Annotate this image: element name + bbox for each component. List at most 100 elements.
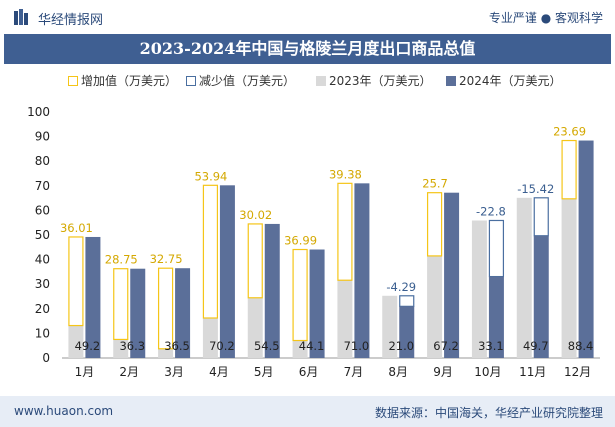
bar-2024	[85, 236, 101, 358]
x-tick-label: 7月	[344, 365, 364, 379]
increase-label: 39.38	[329, 167, 362, 181]
legend-swatch-2024	[446, 76, 456, 86]
value-label-2024: 49.7	[523, 339, 549, 353]
y-tick-label: 70	[35, 179, 50, 193]
value-label-2024: 36.5	[164, 339, 190, 353]
y-tick-label: 40	[35, 253, 50, 267]
x-tick-label: 4月	[209, 365, 229, 379]
increase-label: 25.7	[422, 177, 448, 191]
bar-increase	[68, 236, 84, 327]
y-tick-label: 60	[35, 203, 50, 217]
value-label-2024: 21.0	[388, 339, 414, 353]
legend-swatch-decrease	[186, 76, 196, 86]
legend-item-2023: 2023年（万美元）	[316, 72, 432, 89]
legend-label-2024: 2024年（万美元）	[459, 74, 562, 88]
bar-increase	[202, 184, 219, 319]
decrease-label: -4.29	[386, 280, 416, 294]
bar-decrease	[488, 219, 505, 278]
legend-item-increase: 增加值（万美元）	[68, 72, 177, 89]
top-bar: 华经情报网 专业严谨 ● 客观科学	[0, 0, 615, 34]
x-tick-label: 1月	[75, 365, 95, 379]
logo-icon	[14, 9, 28, 25]
y-tick-label: 30	[35, 277, 50, 291]
footer: www.huaon.com 数据来源：中国海关，华经产业研究院整理	[0, 396, 615, 427]
bar-2023	[292, 340, 308, 358]
value-label-2024: 36.3	[119, 339, 145, 353]
y-tick-label: 10	[35, 326, 50, 340]
increase-label: 32.75	[150, 252, 183, 266]
bar-increase	[157, 267, 174, 350]
legend-label-decrease: 减少值（万美元）	[199, 74, 296, 88]
footer-url[interactable]: www.huaon.com	[14, 404, 114, 418]
y-tick-label: 0	[42, 351, 50, 365]
x-tick-label: 5月	[254, 365, 274, 379]
increase-label: 30.02	[239, 208, 272, 222]
bar-2023	[158, 348, 174, 358]
bar-2024	[175, 268, 191, 358]
bar-decrease	[533, 197, 549, 237]
bar-2023	[471, 220, 487, 358]
x-tick-label: 9月	[433, 365, 453, 379]
legend-swatch-2023	[316, 76, 326, 86]
bar-2023	[427, 255, 443, 358]
legend-item-decrease: 减少值（万美元）	[186, 72, 295, 89]
bar-2023	[561, 198, 577, 358]
y-tick-label: 100	[27, 105, 50, 119]
value-label-2024: 44.1	[299, 339, 325, 353]
value-label-2024: 49.2	[75, 339, 101, 353]
legend-item-2024: 2024年（万美元）	[446, 72, 562, 89]
bar-2024	[399, 306, 415, 358]
bar-2024	[354, 183, 370, 358]
y-tick-label: 80	[35, 154, 50, 168]
y-tick-label: 20	[35, 302, 50, 316]
increase-label: 36.99	[284, 234, 317, 248]
bar-increase	[426, 192, 443, 257]
x-tick-label: 11月	[519, 365, 546, 379]
legend-swatch-increase	[68, 76, 78, 86]
bar-2024	[130, 268, 146, 358]
x-tick-label: 6月	[299, 365, 319, 379]
value-label-2024: 54.5	[254, 339, 280, 353]
y-tick-label: 50	[35, 228, 50, 242]
bar-2024	[488, 276, 504, 358]
increase-label: 28.75	[105, 253, 138, 267]
value-label-2024: 67.2	[433, 339, 459, 353]
x-tick-label: 3月	[164, 365, 184, 379]
x-tick-label: 8月	[388, 365, 408, 379]
legend-label-increase: 增加值（万美元）	[81, 74, 178, 88]
decrease-label: -22.8	[476, 204, 506, 218]
bar-increase	[337, 182, 353, 281]
x-tick-label: 2月	[119, 365, 139, 379]
legend-label-2023: 2023年（万美元）	[329, 74, 432, 88]
bar-increase	[247, 223, 263, 299]
value-label-2024: 88.4	[568, 339, 594, 353]
bar-2023	[68, 325, 84, 358]
increase-label: 53.94	[194, 169, 227, 183]
legend: 增加值（万美元） 减少值（万美元） 2023年（万美元） 2024年（万美元）	[0, 72, 615, 92]
bar-2024	[219, 185, 235, 358]
bar-2023	[113, 339, 129, 358]
y-tick-label: 90	[35, 130, 50, 144]
bar-2023	[202, 318, 218, 358]
increase-label: 36.01	[60, 221, 93, 235]
bar-2023	[382, 295, 398, 358]
bar-increase	[113, 268, 129, 341]
bar-2023	[247, 297, 263, 358]
bar-decrease	[399, 295, 415, 307]
x-tick-label: 12月	[564, 365, 591, 379]
bar-2024	[264, 223, 280, 358]
title-bar: 2023-2024年中国与格陵兰月度出口商品总值	[4, 34, 611, 64]
bar-increase	[561, 139, 577, 200]
slogan: 专业严谨 ● 客观科学	[488, 11, 603, 25]
value-label-2024: 33.1	[478, 339, 504, 353]
bar-2024	[578, 140, 594, 358]
value-label-2024: 71.0	[344, 339, 370, 353]
value-label-2024: 70.2	[209, 339, 235, 353]
bar-2024	[309, 249, 325, 358]
bar-2024	[444, 192, 460, 358]
bar-2023	[516, 197, 532, 358]
footer-source: 数据来源：中国海关，华经产业研究院整理	[374, 406, 603, 420]
site-name[interactable]: 华经情报网	[38, 13, 104, 28]
bar-2024	[533, 235, 549, 358]
